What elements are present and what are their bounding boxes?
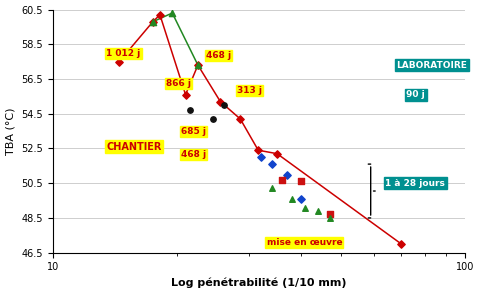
Point [209,117,217,121]
Text: LABORATOIRE: LABORATOIRE [396,61,467,70]
Point [288,196,296,201]
Point [273,151,281,156]
X-axis label: Log pénétrabilité (1/10 mm): Log pénétrabilité (1/10 mm) [171,278,347,288]
Text: 866 j: 866 j [0,293,1,294]
Text: 313 j: 313 j [237,86,262,95]
Point [326,216,334,220]
Point [186,108,193,113]
Point [254,148,262,153]
Text: 1 012 j: 1 012 j [107,49,141,58]
Point [314,209,322,213]
Point [115,59,123,64]
Y-axis label: TBA (°C): TBA (°C) [6,107,15,155]
Point [216,99,224,104]
Point [156,12,164,17]
Text: 866 j: 866 j [166,79,191,88]
Point [278,177,286,182]
Point [257,155,265,160]
Point [168,11,176,15]
Point [283,172,291,177]
Text: 468 j: 468 j [206,51,231,60]
Point [237,117,244,121]
Point [182,92,190,97]
Text: 685 j: 685 j [0,293,1,294]
Text: 468 j: 468 j [181,150,206,159]
Point [297,179,305,184]
Point [297,196,305,201]
Point [301,205,309,210]
Point [268,162,276,166]
Text: 685 j: 685 j [181,127,206,136]
Point [326,212,334,217]
Text: 1 à 28 jours: 1 à 28 jours [385,179,445,188]
Point [149,19,156,24]
Point [194,63,202,68]
Point [149,19,156,24]
Text: CHANTIER: CHANTIER [107,142,162,152]
Point [268,186,276,191]
Point [194,63,202,68]
Text: 90 j: 90 j [407,90,425,99]
Text: mise en œuvre: mise en œuvre [266,238,342,247]
Point [220,103,228,107]
Point [397,242,405,246]
